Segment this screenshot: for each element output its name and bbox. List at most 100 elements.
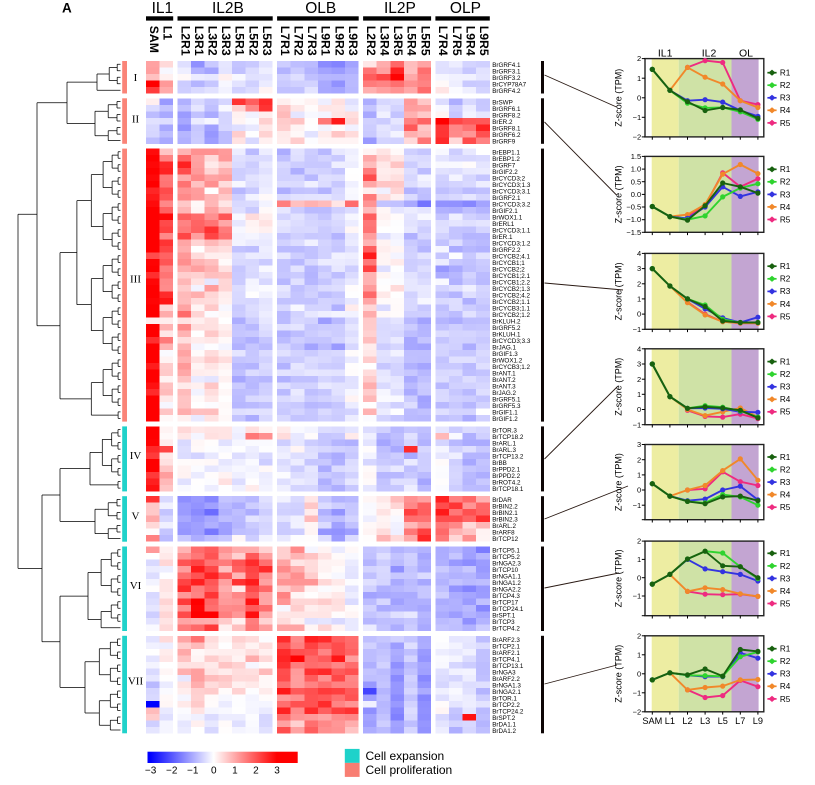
svg-text:OLP: OLP bbox=[450, 0, 481, 17]
svg-text:BrNGA1.3: BrNGA1.3 bbox=[492, 682, 521, 689]
svg-text:R2: R2 bbox=[780, 370, 791, 379]
svg-text:BrDA1.1: BrDA1.1 bbox=[492, 721, 516, 728]
svg-text:R1: R1 bbox=[780, 69, 791, 78]
svg-text:R3: R3 bbox=[780, 190, 791, 199]
svg-text:R2: R2 bbox=[780, 465, 791, 474]
svg-text:0: 0 bbox=[637, 310, 641, 319]
svg-text:BrARF8: BrARF8 bbox=[492, 530, 515, 537]
svg-text:−1: −1 bbox=[633, 688, 642, 697]
svg-text:L5R1: L5R1 bbox=[233, 26, 247, 56]
svg-text:L5R4: L5R4 bbox=[405, 26, 419, 56]
svg-text:L7R5: L7R5 bbox=[450, 26, 464, 56]
svg-text:1: 1 bbox=[637, 650, 641, 659]
svg-text:BrGRF7: BrGRF7 bbox=[492, 163, 516, 170]
svg-text:BrGRF6.2: BrGRF6.2 bbox=[492, 132, 521, 139]
svg-text:BrTCP24.1: BrTCP24.1 bbox=[492, 606, 524, 613]
svg-text:BrTCP2.2: BrTCP2.2 bbox=[492, 702, 520, 709]
svg-text:R5: R5 bbox=[780, 503, 791, 512]
svg-text:BrARL.2: BrARL.2 bbox=[492, 523, 516, 530]
svg-text:BrJAG.2: BrJAG.2 bbox=[492, 390, 516, 397]
svg-text:1: 1 bbox=[637, 555, 641, 564]
svg-text:BrGRF5.3: BrGRF5.3 bbox=[492, 403, 521, 410]
svg-text:1: 1 bbox=[637, 74, 641, 83]
svg-text:BrANT.3: BrANT.3 bbox=[492, 384, 516, 391]
svg-text:OL: OL bbox=[739, 48, 753, 60]
svg-text:R5: R5 bbox=[780, 599, 791, 608]
svg-text:BrCYCB1;1: BrCYCB1;1 bbox=[492, 260, 525, 267]
svg-text:BrCYP78A7: BrCYP78A7 bbox=[492, 81, 526, 88]
svg-text:−1: −1 bbox=[633, 113, 642, 122]
svg-text:R2: R2 bbox=[780, 562, 791, 571]
svg-text:BrARL.3: BrARL.3 bbox=[492, 447, 516, 454]
svg-text:BrCYCD3;1.2: BrCYCD3;1.2 bbox=[492, 241, 531, 248]
svg-text:BrGRF5.2: BrGRF5.2 bbox=[492, 325, 521, 332]
svg-text:BrSPT.2: BrSPT.2 bbox=[492, 715, 516, 722]
svg-text:L9R1: L9R1 bbox=[319, 26, 333, 56]
svg-text:L9: L9 bbox=[753, 716, 763, 726]
svg-text:L2R2: L2R2 bbox=[364, 26, 378, 56]
svg-text:BrGIF1.3: BrGIF1.3 bbox=[492, 351, 518, 358]
svg-text:BrWOX1.1: BrWOX1.1 bbox=[492, 215, 523, 222]
svg-text:2: 2 bbox=[637, 375, 641, 384]
svg-text:L3R1: L3R1 bbox=[192, 26, 206, 56]
svg-text:BrTCP13.1: BrTCP13.1 bbox=[492, 663, 524, 670]
svg-text:L3R4: L3R4 bbox=[378, 26, 392, 56]
svg-text:BrGRF3.1: BrGRF3.1 bbox=[492, 68, 521, 75]
svg-text:BrDA1.2: BrDA1.2 bbox=[492, 728, 516, 735]
svg-text:BrCYCB2;2: BrCYCB2;2 bbox=[492, 267, 525, 274]
svg-text:R3: R3 bbox=[780, 287, 791, 296]
svg-text:BrTCP5.1: BrTCP5.1 bbox=[492, 547, 520, 554]
svg-text:Z-score (TPM): Z-score (TPM) bbox=[613, 165, 623, 223]
svg-text:BrWOX1.2: BrWOX1.2 bbox=[492, 358, 523, 365]
svg-text:L7R4: L7R4 bbox=[436, 26, 450, 56]
svg-text:BrSWP: BrSWP bbox=[492, 99, 513, 106]
svg-text:L2R1: L2R1 bbox=[178, 26, 192, 56]
svg-text:BrARF2.1: BrARF2.1 bbox=[492, 650, 520, 657]
svg-text:BrCYCD3;1.1: BrCYCD3;1.1 bbox=[492, 228, 531, 235]
svg-text:2: 2 bbox=[253, 766, 259, 777]
svg-text:VII: VII bbox=[128, 675, 144, 687]
svg-text:BrROT4.2: BrROT4.2 bbox=[492, 479, 521, 486]
svg-text:IL2: IL2 bbox=[702, 48, 717, 60]
svg-text:BrNGA2.3: BrNGA2.3 bbox=[492, 560, 521, 567]
svg-text:BrANT.2: BrANT.2 bbox=[492, 377, 516, 384]
svg-text:R1: R1 bbox=[780, 165, 791, 174]
svg-text:BrGRF4.2: BrGRF4.2 bbox=[492, 88, 521, 95]
svg-text:BrCYCD3;2: BrCYCD3;2 bbox=[492, 176, 525, 183]
svg-text:BrCYCB1;2.2: BrCYCB1;2.2 bbox=[492, 280, 530, 287]
svg-text:L9R2: L9R2 bbox=[332, 26, 346, 56]
svg-text:L7R1: L7R1 bbox=[278, 26, 292, 56]
svg-text:BrCYCD3;1.3: BrCYCD3;1.3 bbox=[492, 182, 531, 189]
svg-text:R5: R5 bbox=[780, 119, 791, 128]
svg-text:BrCYCB1;2.1: BrCYCB1;2.1 bbox=[492, 273, 530, 280]
svg-text:BrBB: BrBB bbox=[492, 460, 507, 467]
svg-text:A: A bbox=[62, 1, 72, 16]
svg-text:BrGIF1.2: BrGIF1.2 bbox=[492, 416, 518, 423]
svg-text:1.0: 1.0 bbox=[631, 165, 641, 174]
svg-text:BrGRF4.1: BrGRF4.1 bbox=[492, 62, 521, 69]
svg-text:−2: −2 bbox=[166, 766, 178, 777]
svg-text:Z-score (TPM): Z-score (TPM) bbox=[613, 69, 623, 127]
svg-text:IL2P: IL2P bbox=[384, 0, 416, 17]
svg-text:R1: R1 bbox=[780, 453, 791, 462]
svg-text:L5R5: L5R5 bbox=[418, 26, 432, 56]
svg-text:IL2B: IL2B bbox=[212, 0, 244, 17]
svg-text:0.0: 0.0 bbox=[631, 190, 641, 199]
svg-text:R1: R1 bbox=[780, 549, 791, 558]
svg-text:BrCYCB2;1.1: BrCYCB2;1.1 bbox=[492, 299, 530, 306]
svg-text:BrTCP13.2: BrTCP13.2 bbox=[492, 453, 524, 460]
svg-text:−2: −2 bbox=[633, 133, 642, 142]
svg-text:0: 0 bbox=[637, 573, 641, 582]
svg-text:2: 2 bbox=[637, 537, 641, 546]
svg-text:2: 2 bbox=[637, 54, 641, 63]
svg-text:BrGRF8.2: BrGRF8.2 bbox=[492, 112, 521, 119]
svg-text:R2: R2 bbox=[780, 81, 791, 90]
svg-text:L2: L2 bbox=[682, 716, 692, 726]
svg-text:BrNGA1.1: BrNGA1.1 bbox=[492, 573, 521, 580]
svg-text:−1: −1 bbox=[633, 420, 642, 429]
svg-text:L3R5: L3R5 bbox=[391, 26, 405, 56]
svg-text:0: 0 bbox=[637, 669, 641, 678]
svg-text:−1: −1 bbox=[633, 592, 642, 601]
svg-text:VI: VI bbox=[130, 580, 142, 592]
svg-text:BrGRF6.1: BrGRF6.1 bbox=[492, 106, 521, 113]
